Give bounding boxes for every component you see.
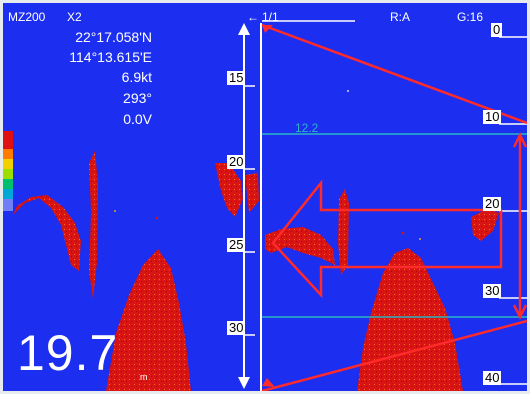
depth-readout: 19.7 bbox=[17, 328, 118, 378]
main-echogram bbox=[265, 90, 499, 391]
page-indicator: 1/1 bbox=[262, 11, 279, 23]
sonar-display: MZ200 X2 ← 1/1 R:A G:16 22°17.058'N 114°… bbox=[3, 3, 527, 391]
zoom-scale-label: 25 bbox=[227, 238, 245, 252]
gain-label: G:16 bbox=[457, 11, 483, 23]
main-scale-label: 30 bbox=[483, 284, 501, 298]
zoom-scale-label: 20 bbox=[227, 155, 245, 169]
speed-value: 6.9kt bbox=[122, 70, 152, 84]
zoom-window-depth-label: 12.2 bbox=[295, 121, 318, 135]
down-arrow-icon bbox=[238, 377, 250, 389]
voltage-value: 0.0V bbox=[123, 112, 152, 126]
longitude-value: 114°13.615'E bbox=[69, 50, 152, 64]
main-scale-label: 20 bbox=[483, 197, 501, 211]
up-arrow-icon bbox=[238, 23, 250, 35]
latitude-value: 22°17.058'N bbox=[75, 30, 152, 44]
range-mode-label: R:A bbox=[390, 11, 410, 23]
zoom-mode-label: X2 bbox=[67, 11, 82, 23]
main-scale-label: 40 bbox=[483, 371, 501, 385]
main-depth-scale bbox=[499, 37, 527, 384]
color-scale-bar bbox=[3, 131, 13, 211]
heading-value: 293° bbox=[123, 91, 152, 105]
depth-unit: m bbox=[140, 373, 148, 382]
back-arrow-icon[interactable]: ← bbox=[247, 11, 259, 23]
main-scale-label: 0 bbox=[491, 23, 502, 37]
zoom-scale-label: 15 bbox=[227, 71, 245, 85]
model-label: MZ200 bbox=[8, 11, 45, 23]
main-scale-label: 10 bbox=[483, 110, 501, 124]
zoom-scale-label: 30 bbox=[227, 321, 245, 335]
